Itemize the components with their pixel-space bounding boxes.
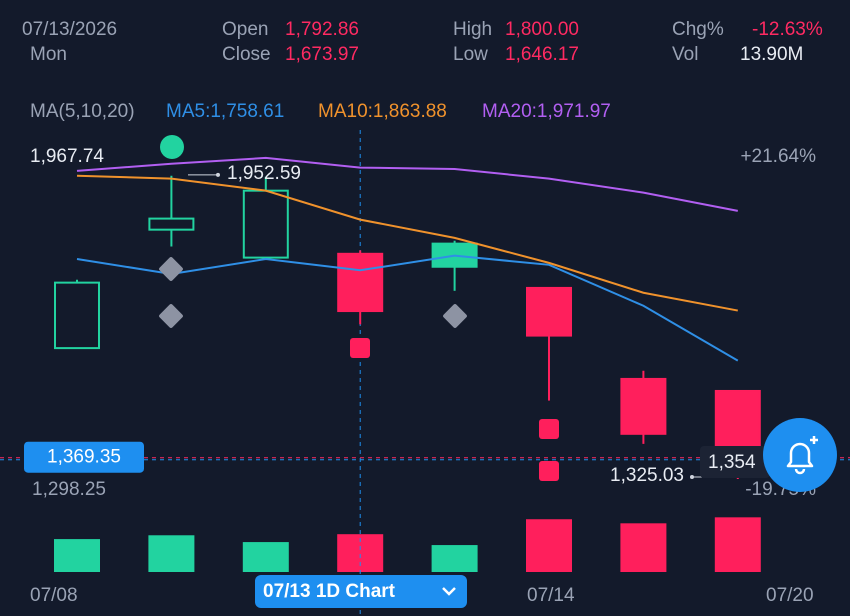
alert-button[interactable] — [763, 418, 837, 492]
candle-body — [54, 281, 100, 350]
chg-value: -12.63% — [752, 19, 823, 40]
low-value: 1,646.17 — [505, 44, 579, 65]
volume-bar — [714, 517, 761, 572]
ma-line — [76, 174, 738, 312]
crosshair-label-box — [24, 441, 144, 473]
high-value: 1,800.00 — [505, 19, 579, 40]
volume-bar — [54, 539, 100, 572]
low-dot — [690, 475, 694, 480]
event-square — [539, 419, 559, 439]
high-label: 1,952.59 — [227, 163, 301, 184]
high-label: High — [453, 19, 492, 40]
volume-bar — [431, 545, 478, 572]
crosshair-label: 1,369.35 — [47, 447, 121, 468]
last-price-box — [700, 446, 770, 478]
chg-label: Chg% — [672, 19, 724, 40]
weekday: Mon — [30, 44, 67, 65]
open-label: Open — [222, 19, 268, 40]
volume-bar — [526, 519, 572, 572]
candle-body — [242, 189, 289, 259]
candle-body — [620, 377, 667, 435]
ma20-label: MA20:1,971.97 — [482, 101, 611, 122]
max-label: 1,967.74 — [30, 146, 104, 167]
volume-bar — [148, 535, 195, 572]
low-label: Low — [453, 44, 488, 65]
open-value: 1,792.86 — [285, 19, 359, 40]
x-label: 07/08 — [30, 585, 78, 606]
ma-line — [76, 156, 738, 212]
low-label: 1,325.03 — [610, 465, 684, 486]
event-square — [539, 461, 559, 481]
plot: 1,952.59 1,325.03 1,369.35 — [0, 130, 850, 616]
candle-body — [337, 252, 384, 313]
close-label: Close — [222, 44, 271, 65]
event-square — [350, 338, 370, 358]
volume-bar — [242, 542, 289, 572]
date: 07/13/2026 — [22, 19, 117, 40]
event-dot — [160, 135, 184, 159]
max-pct: +21.64% — [740, 146, 816, 167]
high-dot — [216, 172, 220, 177]
ma-line — [76, 254, 739, 362]
vol-label: Vol — [672, 44, 698, 65]
period-button[interactable]: 07/13 1D Chart — [255, 575, 467, 608]
ma5-label: MA5:1,758.61 — [166, 101, 284, 122]
candle-body — [148, 217, 195, 231]
x-label: 07/20 — [766, 585, 814, 606]
event-diamond — [159, 257, 183, 281]
ma10-label: MA10:1,863.88 — [318, 101, 447, 122]
last-price: 1,354 — [708, 452, 756, 473]
min-label: 1,298.25 — [32, 479, 106, 500]
volume-bar — [620, 523, 667, 572]
x-label: 07/14 — [527, 585, 575, 606]
period-label: 07/13 1D Chart — [263, 581, 396, 602]
candle-body — [526, 286, 572, 337]
event-diamond — [159, 304, 183, 328]
event-diamond — [443, 304, 467, 328]
ma-title: MA(5,10,20) — [30, 101, 135, 122]
close-value: 1,673.97 — [285, 44, 359, 65]
vol-value: 13.90M — [740, 44, 803, 65]
